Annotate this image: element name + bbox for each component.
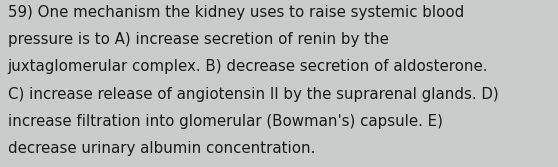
Text: 59) One mechanism the kidney uses to raise systemic blood: 59) One mechanism the kidney uses to rai… (8, 5, 464, 20)
Text: C) increase release of angiotensin II by the suprarenal glands. D): C) increase release of angiotensin II by… (8, 87, 498, 102)
Text: pressure is to A) increase secretion of renin by the: pressure is to A) increase secretion of … (8, 32, 389, 47)
Text: juxtaglomerular complex. B) decrease secretion of aldosterone.: juxtaglomerular complex. B) decrease sec… (8, 59, 488, 74)
Text: increase filtration into glomerular (Bowman's) capsule. E): increase filtration into glomerular (Bow… (8, 114, 443, 129)
Text: decrease urinary albumin concentration.: decrease urinary albumin concentration. (8, 141, 315, 156)
